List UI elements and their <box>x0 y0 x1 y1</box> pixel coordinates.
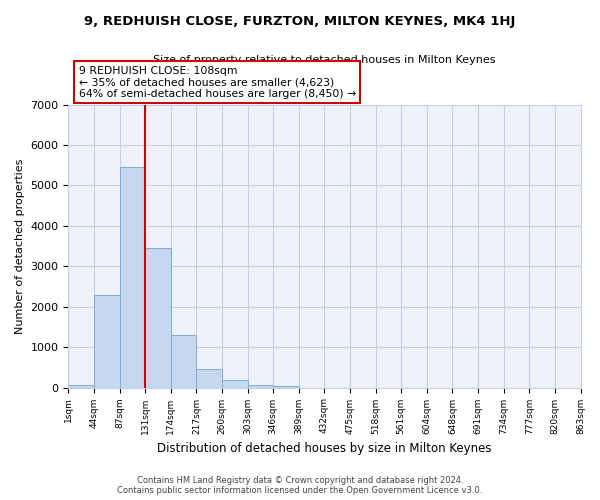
Title: Size of property relative to detached houses in Milton Keynes: Size of property relative to detached ho… <box>153 55 496 65</box>
Bar <box>273 386 299 388</box>
Bar <box>119 168 145 388</box>
X-axis label: Distribution of detached houses by size in Milton Keynes: Distribution of detached houses by size … <box>157 442 492 455</box>
Bar <box>145 248 171 388</box>
Text: 9, REDHUISH CLOSE, FURZTON, MILTON KEYNES, MK4 1HJ: 9, REDHUISH CLOSE, FURZTON, MILTON KEYNE… <box>85 15 515 28</box>
Y-axis label: Number of detached properties: Number of detached properties <box>15 158 25 334</box>
Bar <box>248 384 273 388</box>
Bar <box>94 294 119 388</box>
Text: Contains HM Land Registry data © Crown copyright and database right 2024.
Contai: Contains HM Land Registry data © Crown c… <box>118 476 482 495</box>
Text: 9 REDHUISH CLOSE: 108sqm
← 35% of detached houses are smaller (4,623)
64% of sem: 9 REDHUISH CLOSE: 108sqm ← 35% of detach… <box>79 66 356 99</box>
Bar <box>222 380 248 388</box>
Bar <box>171 335 196 388</box>
Bar <box>196 370 222 388</box>
Bar <box>68 384 94 388</box>
